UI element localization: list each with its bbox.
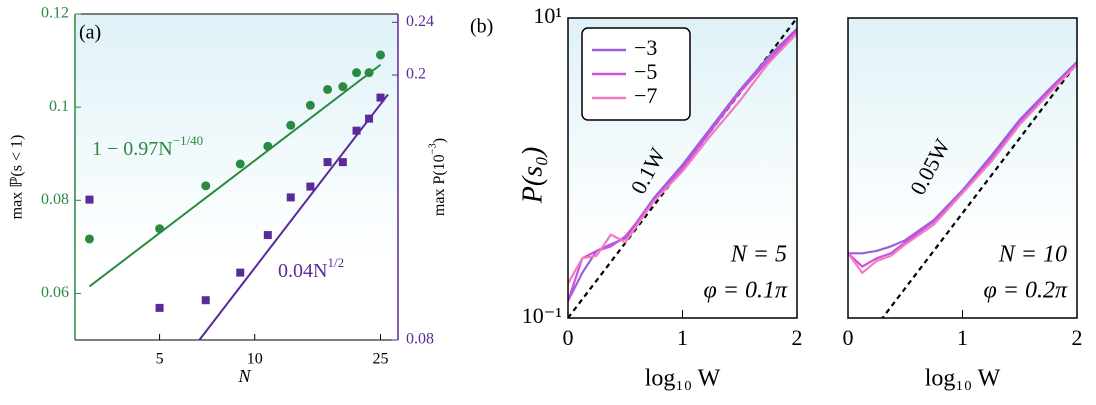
panel-label: (b) <box>470 16 493 38</box>
x-tick-label: 0 <box>843 325 854 350</box>
x-tick-label: 25 <box>372 351 388 368</box>
data-point <box>236 268 245 277</box>
x-tick-label: 2 <box>1072 325 1083 350</box>
series-line <box>568 32 797 284</box>
annotation: N = 5 <box>730 242 787 268</box>
x-tick-label: 5 <box>156 351 164 368</box>
data-point <box>365 114 374 123</box>
legend-label: −7 <box>634 83 657 108</box>
annotation: φ = 0.1π <box>704 278 788 304</box>
legend-label: −5 <box>634 59 657 84</box>
series-line <box>568 27 797 302</box>
data-point <box>323 84 333 94</box>
data-point <box>286 120 296 130</box>
fit-annotation: 1 − 0.97N−1/40 <box>92 133 203 160</box>
x-tick-label: 10 <box>247 351 263 368</box>
y2-tick-label: 0.24 <box>406 13 434 30</box>
y-tick-label: 10¹ <box>533 3 562 28</box>
data-point <box>306 182 315 191</box>
fit-annotation-part: 1 − 0.97N <box>92 138 173 160</box>
x-axis-label: log₁₀ W <box>645 366 721 392</box>
data-point <box>201 181 211 191</box>
data-point <box>323 158 332 167</box>
data-point <box>305 100 315 110</box>
data-point <box>263 141 273 151</box>
data-point <box>263 231 272 240</box>
fit-line <box>88 63 382 288</box>
y2-axis-label: max P(10−3) <box>428 138 448 216</box>
x-tick-label: 1 <box>957 325 968 350</box>
series-line <box>848 63 1077 275</box>
data-point <box>352 68 362 78</box>
x-tick-label: 0 <box>563 325 574 350</box>
y2-tick-label: 0.2 <box>406 66 426 83</box>
y-tick-label: 0.1 <box>49 98 69 115</box>
y2-axis-label-part: max P(10 <box>431 154 448 216</box>
y2-tick-label: 0.08 <box>406 331 434 348</box>
y-axis-label: P(s₀) <box>517 147 548 204</box>
fit-annotation: 0.04N1/2 <box>278 255 344 282</box>
plot-frame <box>847 17 1078 319</box>
annotation: φ = 0.2π <box>984 278 1068 304</box>
legend-label: −3 <box>634 35 657 60</box>
x-tick-label: 2 <box>792 325 803 350</box>
data-point <box>235 159 245 169</box>
x-axis-label: log₁₀ W <box>925 366 1001 392</box>
y-tick-label: 0.12 <box>41 5 69 22</box>
y-tick-label: 0.06 <box>41 284 69 301</box>
plot-background <box>848 18 1077 318</box>
data-point <box>375 50 385 60</box>
data-point <box>286 193 295 202</box>
fit-annotation-part: 0.04N <box>278 260 327 282</box>
data-point <box>364 68 374 78</box>
data-point <box>338 82 348 92</box>
x-axis-label: N <box>237 366 251 386</box>
y2-axis-label-part: ) <box>431 138 448 143</box>
plot-background <box>75 14 398 340</box>
series-line <box>848 62 1077 268</box>
fit-line <box>198 93 389 341</box>
fit-annotation-part: 1/2 <box>327 255 344 270</box>
x-tick-label: 1 <box>677 325 688 350</box>
panel-label: (a) <box>79 22 101 44</box>
data-point <box>352 126 361 135</box>
data-point <box>155 303 164 312</box>
data-point <box>85 195 94 204</box>
plot-frame <box>567 17 798 319</box>
y-tick-label: 0.08 <box>41 191 69 208</box>
data-point <box>155 224 165 234</box>
data-point <box>338 158 347 167</box>
data-point <box>84 234 94 244</box>
fit-annotation-part: −1/40 <box>173 133 203 148</box>
data-point <box>376 93 385 102</box>
y-axis-label: max ℙ(s < 1) <box>9 135 26 220</box>
y2-axis-label-part: −3 <box>428 143 439 154</box>
y-tick-label: 10⁻¹ <box>522 303 562 328</box>
data-point <box>201 296 210 305</box>
annotation: N = 10 <box>998 242 1067 268</box>
